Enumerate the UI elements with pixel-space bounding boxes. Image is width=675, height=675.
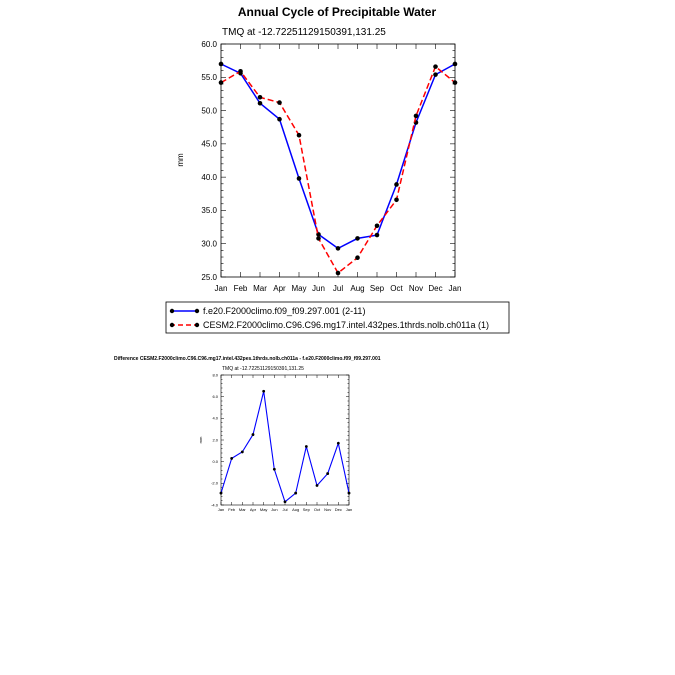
data-point-series-2 <box>335 270 341 276</box>
data-point-series-1 <box>240 450 244 454</box>
x-tick-label: Nov <box>324 507 331 512</box>
plot-frame <box>220 43 456 278</box>
data-point-series-1 <box>272 467 276 471</box>
data-point-series-2 <box>413 113 419 119</box>
x-tick-label: Jun <box>271 507 277 512</box>
x-tick-label: Oct <box>314 507 321 512</box>
data-point-series-2 <box>218 80 224 85</box>
data-point-series-2 <box>355 255 360 260</box>
data-point-series-1 <box>394 182 399 187</box>
legend-marker-series-1b <box>194 308 200 314</box>
x-tick-label: May <box>291 284 306 293</box>
x-tick-label: Jan <box>215 284 228 293</box>
data-point-series-1 <box>326 472 330 475</box>
data-point-series-1 <box>277 116 282 122</box>
data-point-series-1 <box>296 176 302 181</box>
y-tick-label: 4.0 <box>212 416 218 421</box>
x-tick-label: Nov <box>409 284 423 293</box>
x-tick-label: Jan <box>218 507 224 512</box>
data-point-series-1 <box>218 61 224 67</box>
legend-marker-series-2b <box>194 322 200 328</box>
x-tick-label: Apr <box>250 507 257 512</box>
data-point-series-2 <box>257 94 263 100</box>
x-tick-label: Dec <box>335 507 342 512</box>
x-tick-label: Apr <box>273 284 286 293</box>
data-point-series-1 <box>336 441 340 445</box>
data-point-series-1 <box>335 246 341 251</box>
y-tick-label: 25.0 <box>201 273 217 282</box>
difference-y-axis-label: mm <box>198 436 203 443</box>
data-point-series-2 <box>394 197 399 203</box>
difference-chart-title: Difference CESM2.F2000climo.C96.C96.mg17… <box>114 356 381 362</box>
y-tick-label: 40.0 <box>201 173 217 182</box>
x-tick-label: Jan <box>449 284 462 293</box>
legend-box <box>165 301 510 334</box>
data-point-series-2 <box>452 80 458 85</box>
data-point-series-1 <box>304 445 308 448</box>
plot-frame <box>220 374 350 506</box>
legend-marker-series-1 <box>169 308 175 314</box>
chart-title: Annual Cycle of Precipitable Water <box>238 5 437 19</box>
data-point-series-1 <box>374 232 380 238</box>
y-tick-label: 0.0 <box>212 459 218 464</box>
data-point-series-1 <box>262 389 266 393</box>
data-point-series-1 <box>452 61 458 67</box>
data-point-series-2 <box>374 223 380 229</box>
x-tick-label: Mar <box>239 507 247 512</box>
data-point-series-1 <box>230 457 234 460</box>
data-point-series-1 <box>294 491 298 495</box>
main-plot-area: 25.0 30.0 35.0 40.0 45.0 50.0 55.0 60.0 Jan Feb Ma… <box>201 40 461 293</box>
y-tick-label: 6.0 <box>212 394 218 399</box>
x-tick-label: Mar <box>253 284 267 293</box>
legend: f.e20.F2000climo.f09_f09.297.001 (2-11) … <box>165 301 510 334</box>
y-tick-label: 8.0 <box>212 372 218 377</box>
data-point-series-1 <box>251 433 255 436</box>
data-point-series-1 <box>355 236 360 241</box>
y-tick-label: 35.0 <box>201 206 217 215</box>
y-tick-label: 55.0 <box>201 73 217 82</box>
data-point-series-2 <box>238 68 243 74</box>
y-tick-label: 30.0 <box>201 240 217 249</box>
x-tick-label: Dec <box>428 284 442 293</box>
x-tick-label: Feb <box>234 284 248 293</box>
difference-chart-subtitle: TMQ at -12.72251129150391,131.25 <box>222 366 304 372</box>
x-tick-label: Jan <box>346 507 352 512</box>
y-axis-label: mm <box>176 153 185 167</box>
y-tick-label: 2.0 <box>212 437 218 442</box>
data-point-series-1 <box>315 484 319 487</box>
data-point-series-1 <box>433 72 438 77</box>
x-tick-label: May <box>260 507 268 512</box>
x-tick-label: Sep <box>370 284 385 293</box>
legend-label-series-2: CESM2.F2000climo.C96.C96.mg17.intel.432p… <box>203 320 489 330</box>
series-line-1 <box>220 391 350 503</box>
x-tick-label: Jul <box>333 284 343 293</box>
x-tick-label: Aug <box>292 507 299 512</box>
x-tick-label: Aug <box>350 284 364 293</box>
x-tick-label: Jul <box>282 507 287 512</box>
data-point-series-2 <box>296 132 302 138</box>
y-tick-label: 50.0 <box>201 106 217 115</box>
data-point-series-2 <box>277 100 282 105</box>
x-tick-label: Sep <box>303 507 311 512</box>
data-point-series-1 <box>257 100 263 106</box>
y-tick-label: -4.0 <box>211 502 219 507</box>
y-tick-label: 60.0 <box>201 40 217 49</box>
x-tick-label: Feb <box>228 507 236 512</box>
data-point-series-2 <box>316 236 321 241</box>
y-tick-label: 45.0 <box>201 140 217 149</box>
x-tick-label: Oct <box>390 284 403 293</box>
chart-subtitle: TMQ at -12.72251129150391,131.25 <box>222 27 386 38</box>
data-point-series-1 <box>219 491 223 495</box>
data-point-series-1 <box>347 491 351 495</box>
data-point-series-2 <box>433 64 438 69</box>
y-tick-label: -2.0 <box>211 481 219 486</box>
x-tick-label: Jun <box>312 284 325 293</box>
legend-marker-series-2 <box>169 322 175 328</box>
data-point-series-1 <box>283 500 287 504</box>
legend-label-series-1: f.e20.F2000climo.f09_f09.297.001 (2-11) <box>203 306 365 316</box>
